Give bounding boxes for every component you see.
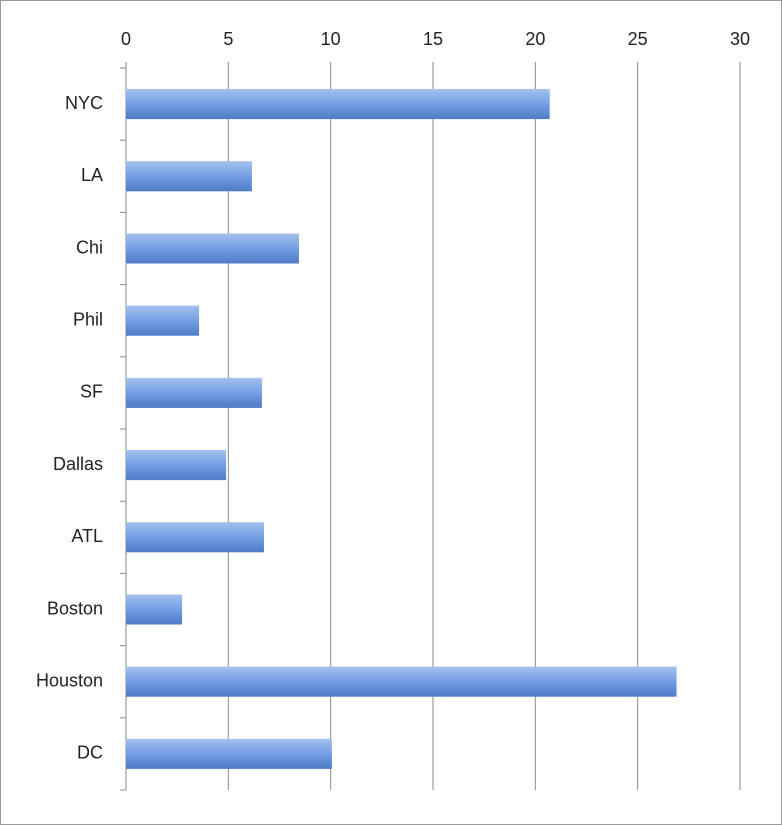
bar — [126, 450, 227, 481]
bar — [126, 522, 264, 553]
y-tick-label: Houston — [36, 670, 103, 690]
bar — [126, 233, 299, 264]
y-tick-label: Dallas — [53, 454, 103, 474]
y-tick-label: Chi — [76, 237, 103, 257]
y-tick-label: NYC — [65, 93, 103, 113]
x-tick-label: 5 — [223, 29, 233, 49]
x-tick-label: 10 — [321, 29, 341, 49]
bar — [126, 377, 262, 408]
y-tick-label: ATL — [71, 526, 103, 546]
x-tick-label: 0 — [121, 29, 131, 49]
x-tick-label: 25 — [628, 29, 648, 49]
bar — [126, 305, 200, 336]
x-tick-label: 30 — [730, 29, 750, 49]
y-tick-label: Boston — [47, 598, 103, 618]
x-tick-label: 15 — [423, 29, 443, 49]
y-tick-label: SF — [80, 382, 103, 402]
y-tick-label: DC — [77, 743, 103, 763]
y-tick-label: LA — [81, 165, 103, 185]
bar — [126, 89, 550, 120]
x-tick-label: 20 — [525, 29, 545, 49]
bar — [126, 666, 677, 697]
bar — [126, 161, 252, 192]
y-tick-label: Phil — [73, 309, 103, 329]
bar — [126, 594, 183, 625]
bar — [126, 738, 332, 769]
